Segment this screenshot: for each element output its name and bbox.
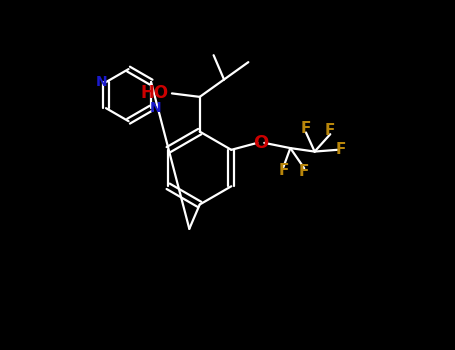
Text: N: N — [96, 75, 108, 89]
Text: N: N — [149, 101, 161, 115]
Text: HO: HO — [140, 84, 168, 103]
Text: F: F — [299, 164, 309, 179]
Text: O: O — [253, 134, 268, 152]
Text: F: F — [278, 163, 288, 178]
Text: F: F — [325, 123, 335, 138]
Text: F: F — [335, 142, 346, 158]
Text: F: F — [301, 121, 311, 136]
